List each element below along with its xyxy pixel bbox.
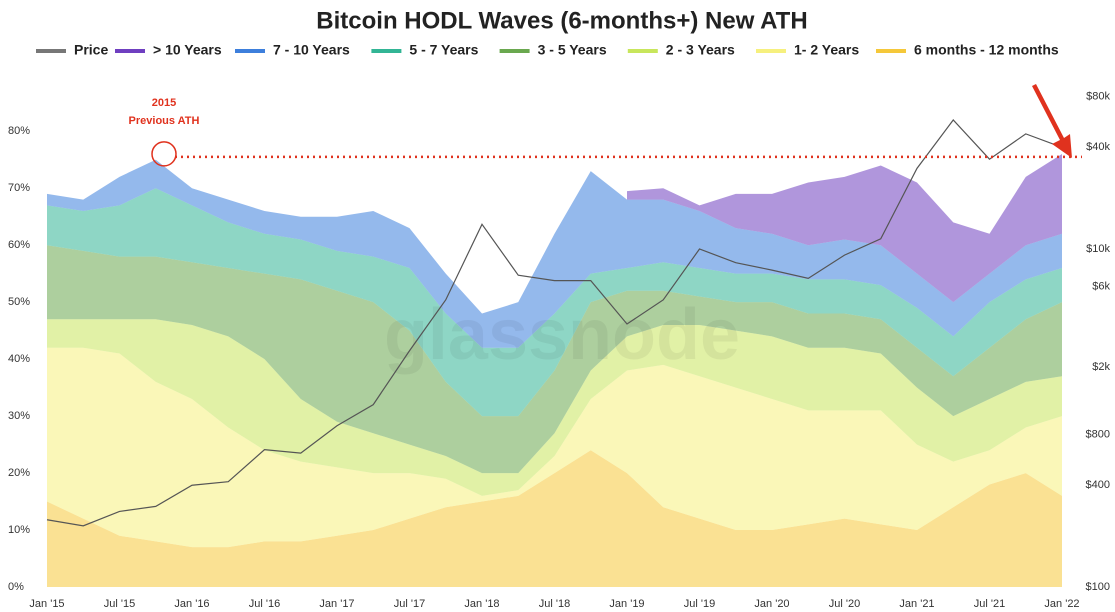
y-tick-label: 70% — [8, 182, 30, 194]
y2-tick-label: $100 — [1086, 581, 1110, 593]
y2-tick-label: $400 — [1086, 479, 1110, 491]
legend-label: 6 months - 12 months — [914, 42, 1059, 58]
y-tick-label: 0% — [8, 581, 24, 593]
y-tick-label: 50% — [8, 296, 30, 308]
watermark: glassnode — [384, 295, 740, 375]
chart-title: Bitcoin HODL Waves (6-months+) New ATH — [316, 7, 807, 34]
annotation: Previous ATH — [129, 115, 200, 127]
area-band — [47, 319, 1062, 496]
y-tick-label: 80% — [8, 125, 30, 137]
y-tick-label: 30% — [8, 410, 30, 422]
x-tick-label: Jan '21 — [899, 598, 934, 610]
y2-tick-label: $2k — [1092, 361, 1110, 373]
legend-label: 5 - 7 Years — [409, 42, 478, 58]
area-band — [47, 347, 1062, 548]
area-band — [627, 154, 1062, 303]
x-tick-label: Jan '17 — [319, 598, 354, 610]
area-band — [47, 159, 1062, 348]
x-tick-label: Jan '20 — [754, 598, 789, 610]
x-tick-label: Jan '16 — [174, 598, 209, 610]
y2-tick-label: $10k — [1086, 243, 1110, 255]
area-band — [47, 450, 1062, 587]
x-tick-label: Jan '19 — [609, 598, 644, 610]
legend-label: 2 - 3 Years — [666, 42, 735, 58]
y2-tick-label: $40k — [1086, 141, 1110, 153]
legend-label: Price — [74, 42, 108, 58]
y-tick-label: 60% — [8, 239, 30, 251]
x-tick-label: Jul '16 — [249, 598, 280, 610]
x-tick-label: Jul '18 — [539, 598, 570, 610]
x-tick-label: Jan '18 — [464, 598, 499, 610]
x-tick-label: Jul '21 — [974, 598, 1005, 610]
price-line — [46, 119, 1063, 527]
x-tick-label: Jul '17 — [394, 598, 425, 610]
legend: Price > 10 Years 7 - 10 Years 5 - 7 Years 3 … — [36, 42, 1059, 58]
y2-tick-label: $6k — [1092, 280, 1110, 292]
y2-tick-label: $80k — [1086, 90, 1110, 102]
x-tick-label: Jan '15 — [29, 598, 64, 610]
x-tick-label: Jul '15 — [104, 598, 135, 610]
y-tick-label: 20% — [8, 467, 30, 479]
ath-circle — [151, 141, 177, 167]
legend-label: 3 - 5 Years — [538, 42, 607, 58]
y-tick-label: 40% — [8, 353, 30, 365]
legend-label: > 10 Years — [153, 42, 222, 58]
arrow — [1032, 84, 1072, 158]
x-tick-label: Jul '19 — [684, 598, 715, 610]
legend-label: 1- 2 Years — [794, 42, 859, 58]
x-tick-label: Jan '22 — [1044, 598, 1079, 610]
legend-label: 7 - 10 Years — [273, 42, 350, 58]
annotation: 2015 — [152, 97, 176, 109]
x-tick-label: Jul '20 — [829, 598, 860, 610]
area-band — [47, 188, 1062, 417]
plot-area: glassnode 0% 10% 20% 30% 40% 50% 60% 70% 80% $100 $… — [8, 90, 1110, 610]
y2-tick-label: $800 — [1086, 428, 1110, 440]
y-tick-label: 10% — [8, 524, 30, 536]
area-band — [47, 245, 1062, 474]
